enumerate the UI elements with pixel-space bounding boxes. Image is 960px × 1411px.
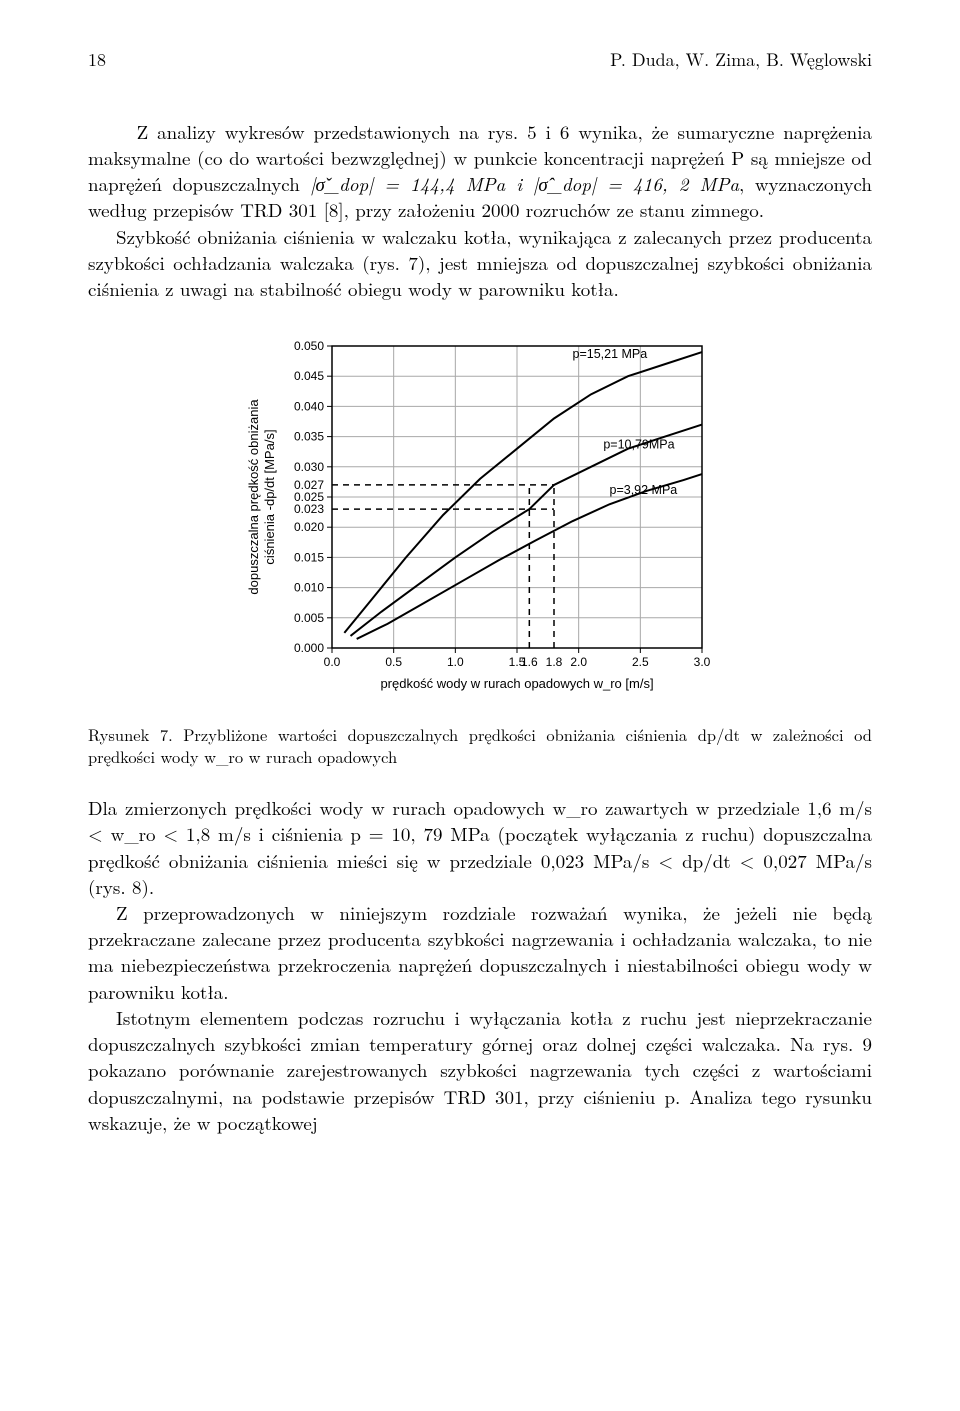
- caption-text: Przybliżone wartości dopuszczalnych pręd…: [88, 722, 872, 768]
- svg-text:0.050: 0.050: [294, 339, 324, 353]
- svg-text:0.027: 0.027: [294, 478, 324, 492]
- svg-text:0.0: 0.0: [324, 655, 341, 669]
- svg-text:0.035: 0.035: [294, 430, 324, 444]
- svg-text:1.0: 1.0: [447, 655, 464, 669]
- caption-lead: Rysunek 7.: [88, 722, 173, 746]
- svg-text:1.8: 1.8: [546, 655, 563, 669]
- svg-text:0.010: 0.010: [294, 581, 324, 595]
- paragraph-5: Istotnym elementem podczas rozruchu i wy…: [88, 1005, 872, 1136]
- svg-text:2.0: 2.0: [570, 655, 587, 669]
- page-number: 18: [88, 48, 106, 73]
- svg-text:3.0: 3.0: [694, 655, 711, 669]
- figure-7-caption: Rysunek 7. Przybliżone wartości dopuszcz…: [88, 723, 872, 768]
- svg-text:0.000: 0.000: [294, 641, 324, 655]
- svg-text:0.030: 0.030: [294, 460, 324, 474]
- paragraph-2: Szybkość obniżania ciśnienia w walczaku …: [88, 224, 872, 303]
- paragraph-1: Z analizy wykresów przedstawionych na ry…: [88, 119, 872, 224]
- figure-7: 0.00.51.01.52.02.53.00.0000.0050.0100.01…: [240, 332, 720, 708]
- svg-text:0.5: 0.5: [385, 655, 402, 669]
- svg-text:0.040: 0.040: [294, 400, 324, 414]
- page: 18 P. Duda, W. Zima, B. Węglowski Z anal…: [0, 0, 960, 1196]
- running-head: 18 P. Duda, W. Zima, B. Węglowski: [88, 48, 872, 73]
- svg-text:p=15,21 MPa: p=15,21 MPa: [573, 347, 648, 361]
- paragraph-3: Dla zmierzonych prędkości wody w rurach …: [88, 795, 872, 900]
- running-head-authors: P. Duda, W. Zima, B. Węglowski: [610, 48, 872, 73]
- paragraph-4: Z przeprowadzonych w niniejszym rozdzial…: [88, 900, 872, 1005]
- svg-text:2.5: 2.5: [632, 655, 649, 669]
- svg-text:0.005: 0.005: [294, 611, 324, 625]
- svg-text:0.023: 0.023: [294, 502, 324, 516]
- svg-text:0.045: 0.045: [294, 370, 324, 384]
- svg-text:1.6: 1.6: [521, 655, 538, 669]
- svg-text:0.015: 0.015: [294, 551, 324, 565]
- svg-text:p=3,92 MPa: p=3,92 MPa: [610, 483, 678, 497]
- svg-text:dopuszczalna prędkość obniżani: dopuszczalna prędkość obniżania: [246, 399, 261, 595]
- svg-text:p=10,79MPa: p=10,79MPa: [603, 438, 674, 452]
- svg-text:0.020: 0.020: [294, 521, 324, 535]
- svg-text:prędkość wody w rurach opadowy: prędkość wody w rurach opadowych w_ro [m…: [380, 676, 653, 691]
- svg-text:ciśnienia -dp/dt [MPa/s]: ciśnienia -dp/dt [MPa/s]: [262, 430, 277, 565]
- p1-eq: |σ̌_dop| = 144,4 MPa i |σ̂_dop| = 416, 2…: [310, 170, 739, 197]
- chart: 0.00.51.01.52.02.53.00.0000.0050.0100.01…: [240, 332, 720, 702]
